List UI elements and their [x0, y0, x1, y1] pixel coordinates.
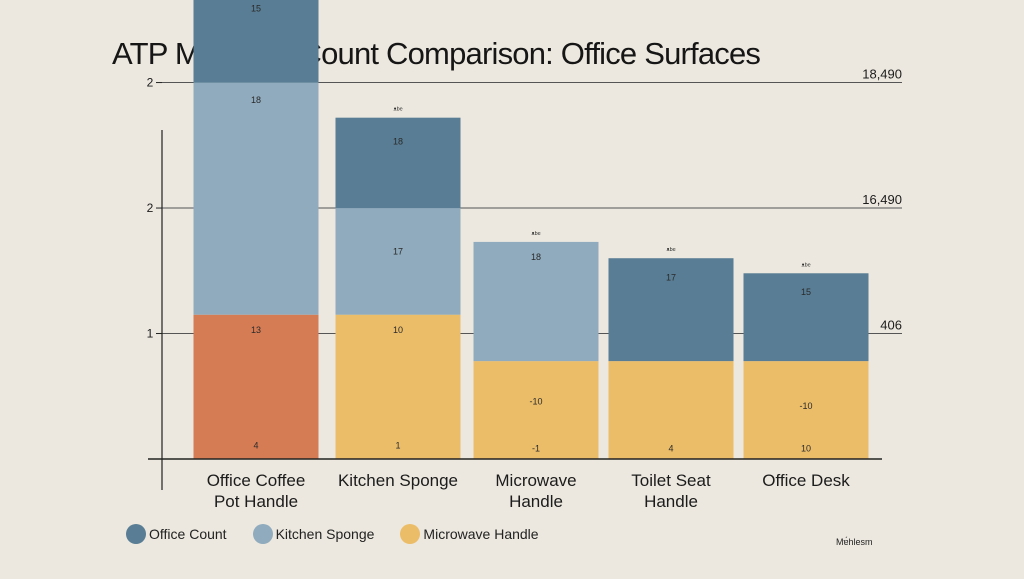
source-note: Mɐ́hlesm [836, 537, 873, 547]
x-tick-label: Toilet Seat [631, 471, 711, 490]
bar-top-label: ᵜᵇᵉ [801, 261, 810, 270]
legend: Office Count Kitchen Sponge Microwave Hand… [126, 524, 539, 544]
x-tick-label: Microwave [495, 471, 576, 490]
x-tick-label: Office Coffee [207, 471, 306, 490]
segment-value-label: 10 [393, 325, 403, 335]
legend-swatch [252, 524, 273, 544]
segment-value-label: 10 [801, 443, 811, 453]
bar-segment [743, 273, 869, 362]
bar-top-label: ᵜᵇᵉ [666, 246, 675, 255]
segment-value-label: -10 [529, 396, 542, 406]
legend-label: Kitchen Sponge [275, 526, 375, 542]
reference-line-label: 18,490 [862, 67, 902, 82]
legend-item: Microwave Handle [400, 524, 539, 544]
legend-swatch [400, 524, 421, 544]
segment-value-label: 4 [253, 441, 258, 451]
y-tick-label: 2 [147, 201, 154, 215]
bar-top-label: ᵜᵇᵉ [393, 106, 402, 115]
segment-value-label: 1 [395, 441, 400, 451]
segment-value-label: -1 [532, 443, 540, 453]
segment-value-label: 15 [251, 3, 261, 13]
bar-segment [193, 82, 319, 315]
segment-value-label: 15 [801, 287, 811, 297]
x-tick-label: Handle [509, 492, 563, 511]
segment-value-label: 17 [393, 247, 403, 257]
segment-value-label: 17 [666, 273, 676, 283]
reference-line-label: 16,490 [862, 192, 902, 207]
segment-value-label: 18 [393, 136, 403, 146]
segment-value-label: 13 [251, 325, 261, 335]
legend-item: Office Count [126, 524, 227, 544]
x-tick-label: Handle [644, 492, 698, 511]
legend-swatch [126, 524, 146, 544]
bar-segment [743, 361, 869, 459]
x-tick-label: Kitchen Sponge [338, 471, 458, 490]
segment-value-label: 18 [531, 252, 541, 262]
bar-segment [473, 241, 599, 362]
bar-segment [193, 0, 319, 83]
bar-segment [608, 361, 734, 459]
legend-label: Microwave Handle [423, 526, 539, 542]
y-tick-label: 1 [147, 327, 154, 341]
legend-item: Kitchen Sponge [252, 524, 375, 544]
segment-value-label: -10 [799, 401, 812, 411]
bar-segment [473, 361, 599, 459]
x-tick-label: Pot Handle [214, 492, 298, 511]
bar-segment [193, 314, 319, 459]
bar-segment [335, 208, 461, 315]
segment-value-label: 4 [668, 443, 673, 453]
legend-label: Office Count [149, 526, 227, 542]
x-tick-label: Office Desk [762, 471, 850, 490]
bar-segment [335, 314, 461, 459]
segment-value-label: 18 [251, 95, 261, 105]
bar-segment [608, 258, 734, 362]
bar-segment [335, 117, 461, 209]
reference-line-label: 406 [880, 318, 902, 333]
y-tick-label: 2 [147, 76, 154, 90]
bar-top-label: ᵜᵇᵉ [531, 230, 540, 239]
